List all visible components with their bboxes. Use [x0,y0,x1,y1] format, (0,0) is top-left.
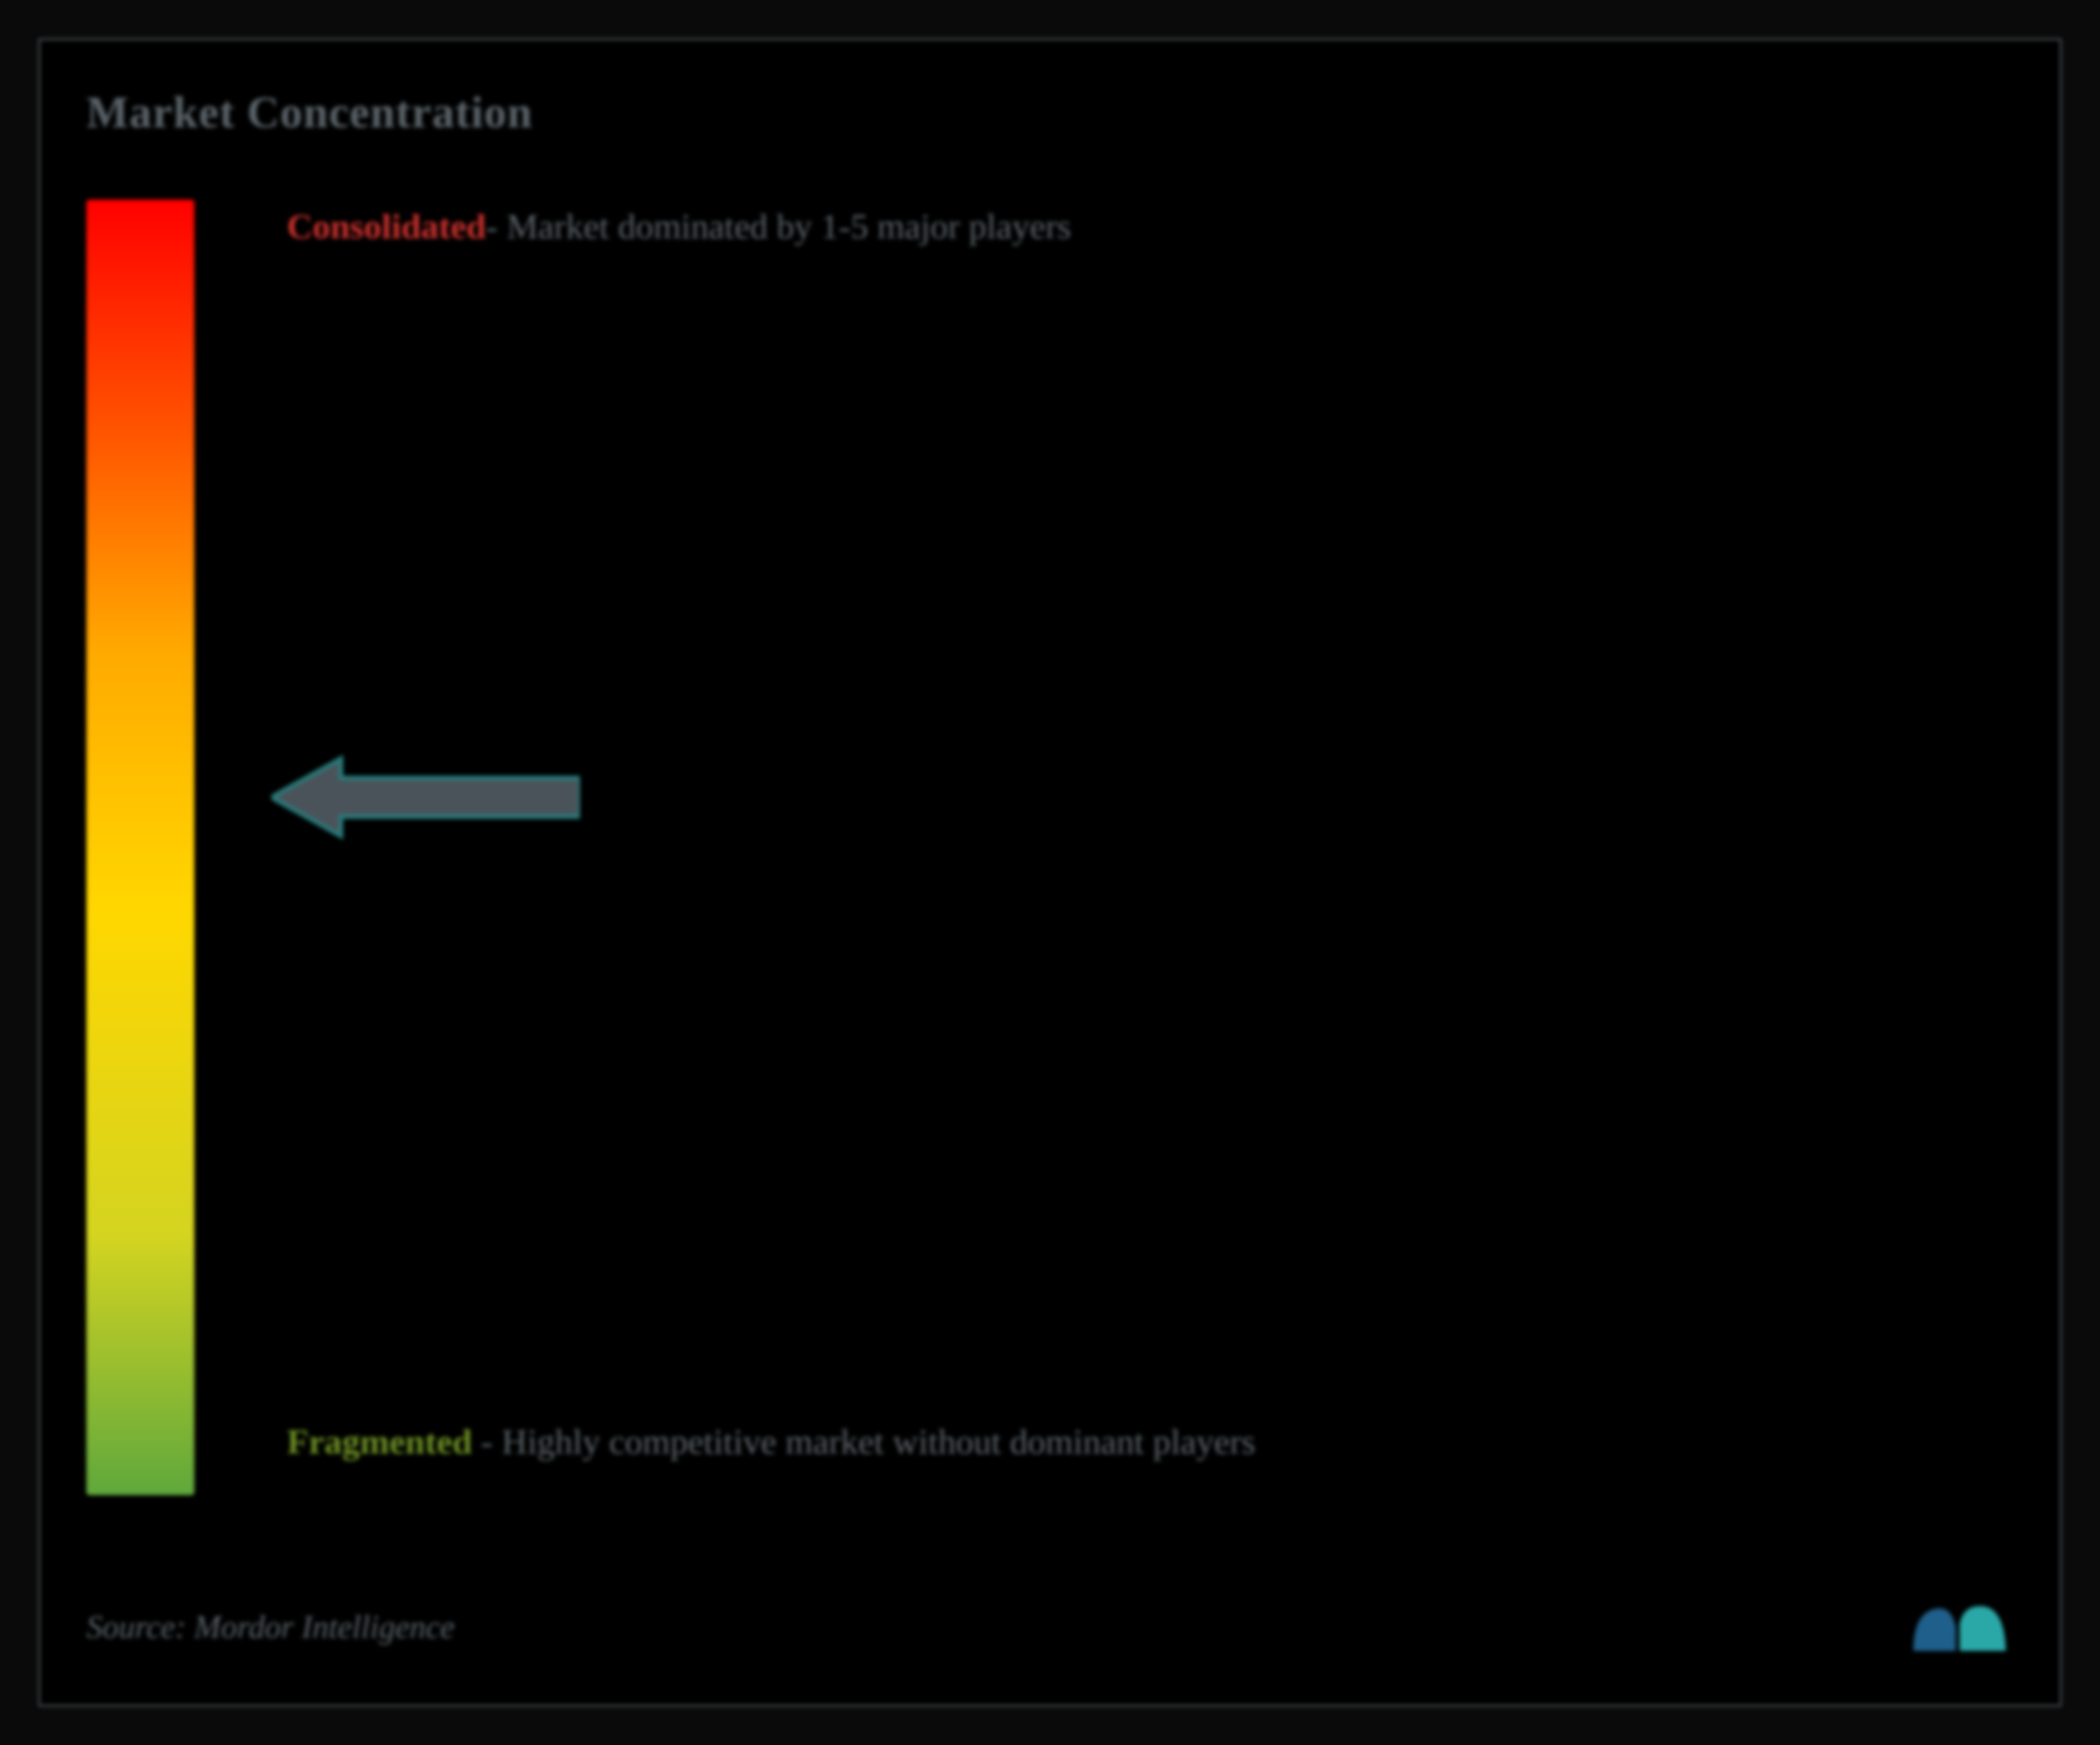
fragmented-label: Fragmented - Highly competitive market w… [287,1412,1983,1472]
consolidated-highlight: Consolidated [287,207,486,246]
consolidated-description: - Market dominated by 1-5 major players [486,207,1071,246]
fragmented-highlight: Fragmented [287,1422,472,1461]
source-attribution: Source: Mordor Intelligence [86,1609,454,1646]
chart-title: Market Concentration [86,86,2014,138]
fragmented-description: - Highly competitive market without domi… [472,1422,1256,1461]
logo-right-shape-icon [1960,1606,2006,1651]
consolidated-label: Consolidated- Market dominated by 1-5 ma… [287,200,1983,253]
arrow-icon [271,759,580,836]
mordor-logo [1906,1597,2014,1659]
position-indicator-arrow [271,755,580,844]
concentration-gradient-bar [86,200,194,1495]
chart-content: Consolidated- Market dominated by 1-5 ma… [86,200,2014,1511]
chart-container: Market Concentration Consolidated- Marke… [39,39,2061,1706]
chart-footer: Source: Mordor Intelligence [86,1597,2014,1659]
logo-left-shape-icon [1913,1609,1956,1651]
labels-area: Consolidated- Market dominated by 1-5 ma… [241,200,2014,1495]
